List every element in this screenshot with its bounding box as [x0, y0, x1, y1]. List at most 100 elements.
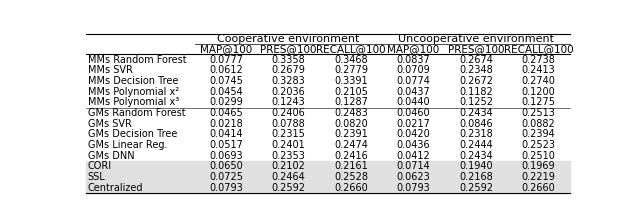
Text: 0.0460: 0.0460	[397, 108, 430, 118]
Text: 0.0517: 0.0517	[209, 140, 243, 150]
Bar	[86, 182, 570, 193]
Text: 0.0218: 0.0218	[209, 119, 243, 129]
Text: 0.2401: 0.2401	[271, 140, 305, 150]
Text: PRES@100: PRES@100	[448, 44, 504, 54]
Text: 0.3358: 0.3358	[271, 55, 305, 65]
Text: MAP@100: MAP@100	[200, 44, 252, 54]
Text: 0.2353: 0.2353	[271, 151, 305, 161]
Text: RECALL@100: RECALL@100	[316, 44, 386, 54]
Text: Uncooperative environment: Uncooperative environment	[398, 34, 554, 44]
Text: 0.0693: 0.0693	[209, 151, 243, 161]
Text: 0.2672: 0.2672	[459, 76, 493, 86]
Text: 0.3468: 0.3468	[334, 55, 368, 65]
Text: GMs Random Forest: GMs Random Forest	[88, 108, 186, 118]
Text: 0.3391: 0.3391	[334, 76, 368, 86]
Text: 0.0788: 0.0788	[271, 119, 305, 129]
Text: 0.0725: 0.0725	[209, 172, 243, 182]
Text: 0.2406: 0.2406	[271, 108, 305, 118]
Text: 0.2523: 0.2523	[522, 140, 556, 150]
Text: 0.0414: 0.0414	[209, 129, 243, 139]
Text: GMs Decision Tree: GMs Decision Tree	[88, 129, 177, 139]
Text: MMs SVR: MMs SVR	[88, 65, 132, 75]
Text: 0.2464: 0.2464	[271, 172, 305, 182]
Text: 0.0793: 0.0793	[397, 183, 430, 193]
Text: 0.2779: 0.2779	[334, 65, 368, 75]
Text: 0.2674: 0.2674	[459, 55, 493, 65]
Text: 0.2510: 0.2510	[522, 151, 556, 161]
Text: 0.2318: 0.2318	[459, 129, 493, 139]
Text: 0.2413: 0.2413	[522, 65, 556, 75]
Text: 0.2434: 0.2434	[459, 108, 493, 118]
Text: 0.1275: 0.1275	[522, 97, 556, 107]
Text: GMs Linear Reg.: GMs Linear Reg.	[88, 140, 167, 150]
Text: 0.2315: 0.2315	[271, 129, 305, 139]
Text: 0.2592: 0.2592	[271, 183, 305, 193]
Text: 0.0774: 0.0774	[397, 76, 431, 86]
Text: 0.2740: 0.2740	[522, 76, 556, 86]
Text: 0.0299: 0.0299	[209, 97, 243, 107]
Text: 0.0436: 0.0436	[397, 140, 430, 150]
Text: 0.2483: 0.2483	[334, 108, 368, 118]
Text: 0.0846: 0.0846	[460, 119, 493, 129]
Text: 0.3283: 0.3283	[271, 76, 305, 86]
Text: 0.1243: 0.1243	[271, 97, 305, 107]
Text: 0.1182: 0.1182	[459, 87, 493, 97]
Text: 0.0412: 0.0412	[397, 151, 430, 161]
Text: 0.1252: 0.1252	[459, 97, 493, 107]
Text: 0.2660: 0.2660	[522, 183, 556, 193]
Text: GMs SVR: GMs SVR	[88, 119, 132, 129]
Text: CORI: CORI	[88, 161, 112, 171]
Text: 0.0612: 0.0612	[209, 65, 243, 75]
Text: 0.2679: 0.2679	[271, 65, 305, 75]
Text: Centralized: Centralized	[88, 183, 143, 193]
Text: 0.2592: 0.2592	[459, 183, 493, 193]
Text: 0.2738: 0.2738	[522, 55, 556, 65]
Text: RECALL@100: RECALL@100	[504, 44, 573, 54]
Bar	[86, 172, 570, 182]
Text: 0.2416: 0.2416	[334, 151, 368, 161]
Text: 0.0454: 0.0454	[209, 87, 243, 97]
Text: 0.0465: 0.0465	[209, 108, 243, 118]
Text: 0.0650: 0.0650	[209, 161, 243, 171]
Text: 0.1969: 0.1969	[522, 161, 556, 171]
Text: 0.0882: 0.0882	[522, 119, 556, 129]
Text: SSL: SSL	[88, 172, 106, 182]
Text: 0.2444: 0.2444	[459, 140, 493, 150]
Text: 0.1200: 0.1200	[522, 87, 556, 97]
Text: 0.0714: 0.0714	[397, 161, 430, 171]
Text: 0.0777: 0.0777	[209, 55, 243, 65]
Text: MMs Decision Tree: MMs Decision Tree	[88, 76, 178, 86]
Text: 0.2513: 0.2513	[522, 108, 556, 118]
Text: MMs Polynomial x²: MMs Polynomial x²	[88, 87, 179, 97]
Text: 0.0793: 0.0793	[209, 183, 243, 193]
Text: 0.2474: 0.2474	[334, 140, 368, 150]
Text: 0.2434: 0.2434	[459, 151, 493, 161]
Text: 0.0420: 0.0420	[397, 129, 430, 139]
Text: 0.0709: 0.0709	[397, 65, 430, 75]
Text: 0.2660: 0.2660	[334, 183, 368, 193]
Text: MMs Polynomial x³: MMs Polynomial x³	[88, 97, 179, 107]
Text: 0.2391: 0.2391	[334, 129, 368, 139]
Text: GMs DNN: GMs DNN	[88, 151, 134, 161]
Text: 0.2528: 0.2528	[334, 172, 368, 182]
Text: 0.2161: 0.2161	[334, 161, 368, 171]
Text: 0.0745: 0.0745	[209, 76, 243, 86]
Text: Cooperative environment: Cooperative environment	[218, 34, 360, 44]
Bar	[86, 161, 570, 172]
Text: 0.2102: 0.2102	[271, 161, 305, 171]
Text: 0.2348: 0.2348	[459, 65, 493, 75]
Text: 0.0623: 0.0623	[397, 172, 430, 182]
Text: 0.2168: 0.2168	[459, 172, 493, 182]
Text: 0.2394: 0.2394	[522, 129, 556, 139]
Text: 0.2219: 0.2219	[522, 172, 556, 182]
Text: PRES@100: PRES@100	[260, 44, 317, 54]
Text: MMs Random Forest: MMs Random Forest	[88, 55, 186, 65]
Text: 0.0440: 0.0440	[397, 97, 430, 107]
Text: 0.2036: 0.2036	[271, 87, 305, 97]
Text: 0.2105: 0.2105	[334, 87, 368, 97]
Text: 0.0820: 0.0820	[334, 119, 368, 129]
Text: 0.0437: 0.0437	[397, 87, 430, 97]
Text: 0.0837: 0.0837	[397, 55, 430, 65]
Text: 0.0217: 0.0217	[397, 119, 431, 129]
Text: MAP@100: MAP@100	[387, 44, 440, 54]
